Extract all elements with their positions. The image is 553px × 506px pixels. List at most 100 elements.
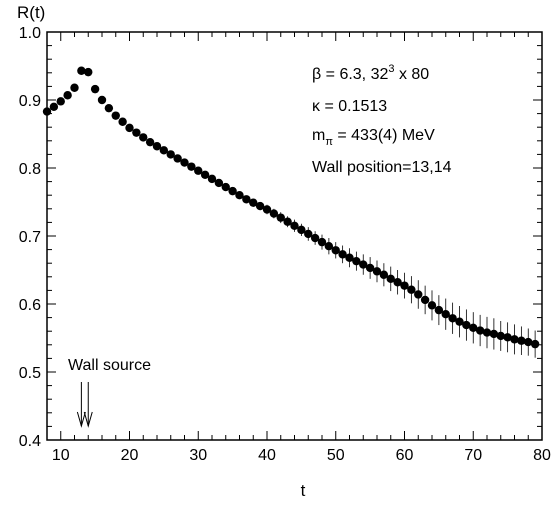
data-point [249, 198, 258, 207]
error-bars [46, 70, 536, 358]
data-point [97, 95, 107, 105]
y-tick-label: 0.5 [19, 365, 41, 382]
data-point [269, 209, 279, 218]
x-tick-label: 30 [189, 447, 207, 464]
data-point [200, 170, 210, 179]
data-point [187, 162, 196, 171]
data-point [297, 225, 306, 235]
wall-arrow-head [83, 411, 93, 428]
data-point [496, 331, 505, 341]
data-point [310, 233, 320, 243]
data-point [84, 67, 93, 77]
data-point [448, 314, 457, 323]
data-point [427, 301, 437, 310]
data-point [469, 323, 478, 332]
x-tick-label: 60 [396, 447, 414, 464]
x-axis-label: t [301, 481, 306, 500]
x-tick-label: 50 [327, 447, 345, 464]
y-tick-label: 0.7 [19, 229, 41, 246]
data-point [331, 246, 340, 255]
data-point [139, 133, 148, 142]
data-point [441, 310, 450, 319]
x-tick-label: 80 [533, 447, 551, 464]
data-point [221, 182, 230, 192]
data-point [70, 83, 79, 92]
y-tick-label: 1.0 [19, 25, 41, 42]
data-point [365, 263, 375, 273]
annotation-kappa: κ = 0.1513 [312, 98, 387, 115]
data-point [77, 66, 86, 75]
data-point [420, 295, 430, 305]
x-tick-label: 70 [464, 447, 482, 464]
data-point [276, 213, 285, 222]
data-point [255, 201, 265, 211]
data-point [235, 191, 244, 200]
data-point [159, 146, 169, 155]
data-point [104, 103, 114, 113]
data-point [530, 339, 540, 349]
data-point [407, 285, 416, 294]
x-tick-label: 10 [52, 447, 70, 464]
data-point [393, 278, 402, 287]
data-point [242, 195, 251, 204]
data-point [173, 154, 182, 163]
data-point [434, 305, 444, 315]
data-point [283, 217, 292, 226]
axis-ticks: 10 20 30 40 50 60 70 80 0.4 0.5 0.6 0.7 0.8 0.9 1.0 [19, 25, 551, 464]
data-point [345, 253, 354, 262]
annotation-block: β = 6.3, 323 x 80 κ = 0.1513 mπ = 433(4)… [312, 63, 452, 176]
y-tick-label: 0.8 [19, 161, 41, 178]
wall-arrow-head [76, 411, 86, 428]
x-tick-label: 20 [121, 447, 139, 464]
data-point [207, 174, 217, 184]
data-point [372, 267, 382, 276]
wall-source-arrows [76, 382, 93, 428]
data-point [180, 158, 189, 167]
data-point [379, 270, 389, 279]
annotation-pion-mass: mπ = 433(4) MeV [312, 127, 435, 148]
data-point [118, 117, 127, 126]
data-point [352, 256, 361, 266]
data-point [90, 84, 100, 94]
data-point [503, 333, 512, 342]
data-point [475, 326, 485, 335]
data-point [462, 320, 471, 330]
data-point [194, 166, 203, 175]
x-tick-label: 40 [258, 447, 276, 464]
annotation-wall-position: Wall position=13,14 [312, 159, 452, 176]
data-point [262, 205, 272, 214]
data-point [304, 229, 313, 239]
data-point [290, 221, 299, 230]
y-tick-label: 0.9 [19, 93, 41, 110]
data-point [400, 281, 409, 290]
data-point [482, 328, 492, 337]
data-point [489, 329, 499, 339]
data-point [386, 274, 395, 284]
data-point [228, 186, 237, 196]
data-point [132, 128, 141, 137]
data-point [510, 335, 519, 344]
plot-frame [46, 31, 543, 441]
data-point [359, 260, 368, 269]
data-point [111, 111, 120, 120]
data-point [317, 237, 327, 247]
data-point [49, 102, 59, 112]
data-point [56, 97, 65, 106]
data-point [166, 150, 175, 159]
data-point [524, 337, 533, 347]
data-point [152, 142, 162, 151]
wall-source-label: Wall source [68, 357, 151, 374]
y-tick-label: 0.4 [19, 433, 41, 450]
data-point [455, 317, 464, 326]
data-point [214, 178, 224, 188]
data-point [517, 336, 526, 345]
y-tick-label: 0.6 [19, 297, 41, 314]
data-point [414, 290, 423, 299]
data-point [338, 250, 347, 259]
data-points [42, 66, 540, 349]
y-axis-label: R(t) [17, 3, 45, 22]
data-point [324, 242, 334, 251]
data-point [63, 91, 72, 100]
annotation-lattice: β = 6.3, 323 x 80 [312, 63, 429, 83]
